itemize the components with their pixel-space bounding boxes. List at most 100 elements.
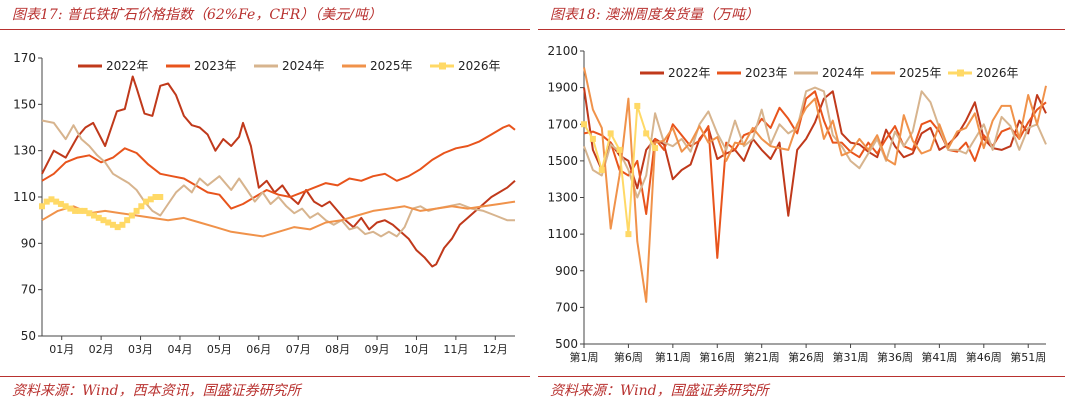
right-title-rule — [538, 29, 1065, 30]
iron-ore-price-panel: 图表17: 普氏铁矿石价格指数（62%Fe，CFR）（美元/吨） 50 70 90 1… — [0, 0, 530, 402]
left-source-note: 资料来源：Wind，西本资讯，国盛证券研究所 — [12, 383, 301, 399]
australia-shipment-chart: 500700900110013001500170019002100第1周 第6周第… — [547, 44, 1047, 364]
series-point — [119, 221, 126, 228]
legend-entry: 2024年 — [794, 66, 865, 80]
australia-shipment-panel: 图表18: 澳洲周度发货量（万吨） 500 700 900 1100 1300 1500 1… — [538, 0, 1065, 402]
legend-label: 2022年 — [668, 66, 711, 80]
series-line — [583, 67, 1047, 303]
series-point — [625, 231, 632, 238]
x-tick-label: 06月 — [246, 343, 271, 356]
series-point — [138, 203, 145, 210]
series-5 — [581, 102, 659, 238]
x-tick-label: 02月 — [89, 343, 114, 356]
legend-label: 2023年 — [745, 66, 788, 80]
series-line — [583, 87, 1047, 217]
right-chart-title: 图表18: 澳洲周度发货量（万吨） — [550, 7, 759, 23]
series-point — [589, 135, 596, 142]
x-tick-label: 第21周 — [744, 350, 780, 364]
series-1 — [41, 75, 516, 268]
series-point — [143, 198, 150, 205]
x-tick-label: 第46周 — [966, 350, 1002, 364]
series-4 — [41, 200, 516, 238]
legend-entry: 2025年 — [871, 66, 942, 80]
left-title-rule — [0, 29, 530, 30]
x-tick-label: 05月 — [207, 343, 232, 356]
x-tick-label: 01月 — [49, 343, 74, 356]
series-point — [643, 130, 650, 137]
left-chart-title: 图表17: 普氏铁矿石价格指数（62%Fe，CFR）（美元/吨） — [12, 7, 383, 23]
y-tick-label: 90 — [21, 236, 36, 250]
series-point — [152, 194, 159, 200]
series-point — [100, 217, 107, 224]
y-tick-label: 2100 — [547, 44, 578, 58]
legend-label: 2025年 — [899, 66, 942, 80]
y-tick-label: 1100 — [547, 227, 578, 241]
x-tick-label: 第1周 — [570, 350, 599, 364]
y-tick-label: 700 — [555, 300, 578, 314]
y-tick-label: 1700 — [547, 117, 578, 131]
left-source-rule — [0, 376, 530, 377]
x-tick-label: 第16周 — [699, 350, 735, 364]
legend-entry: 2022年 — [78, 59, 149, 73]
legend-entry: 2022年 — [640, 66, 711, 80]
legend-label: 2025年 — [370, 59, 413, 73]
series-point — [76, 207, 83, 214]
series-point — [634, 102, 641, 109]
y-tick-label: 170 — [13, 51, 36, 65]
y-tick-label: 1500 — [547, 154, 578, 168]
series-point — [652, 145, 659, 152]
series-3 — [583, 86, 1047, 199]
series-point — [57, 200, 64, 207]
legend-label: 2023年 — [194, 59, 237, 73]
x-tick-label: 第51周 — [1010, 350, 1046, 364]
series-point — [598, 167, 605, 174]
x-tick-label: 03月 — [128, 343, 153, 356]
series-point — [81, 207, 88, 214]
legend-entry: 2023年 — [166, 59, 237, 73]
legend-label: 2026年 — [458, 59, 501, 73]
y-tick-label: 150 — [13, 97, 36, 111]
x-tick-label: 12月 — [483, 343, 508, 356]
series-point — [157, 194, 164, 200]
series-line — [41, 75, 516, 268]
series-5 — [39, 194, 164, 231]
iron-ore-price-chart: 50 70 90 110 130 150 170 01月 02月 03月 04月 05月 06月 07月 0… — [13, 51, 516, 356]
legend-marker — [957, 69, 964, 77]
x-tick-label: 09月 — [365, 343, 390, 356]
y-tick-label: 50 — [21, 329, 36, 343]
x-tick-label: 第31周 — [833, 350, 869, 364]
legend-marker — [439, 62, 446, 70]
legend-label: 2026年 — [976, 66, 1019, 80]
series-point — [124, 217, 131, 224]
x-tick-label: 08月 — [325, 343, 350, 356]
series-point — [147, 196, 154, 203]
series-point — [109, 221, 116, 228]
y-tick-label: 110 — [13, 190, 36, 204]
x-tick-label: 07月 — [286, 343, 311, 356]
series-point — [72, 207, 79, 214]
series-point — [616, 146, 623, 153]
series-line — [41, 124, 516, 210]
legend-label: 2024年 — [822, 66, 865, 80]
legend-entry: 2024年 — [254, 59, 325, 73]
legend-entry: 2026年 — [948, 66, 1019, 80]
x-tick-label: 第36周 — [877, 350, 913, 364]
x-tick-label: 第6周 — [614, 350, 643, 364]
series-line — [583, 86, 1047, 199]
x-tick-label: 第41周 — [921, 350, 957, 364]
series-point — [62, 203, 69, 210]
series-point — [48, 196, 55, 203]
series-point — [581, 121, 587, 128]
series-point — [105, 219, 112, 226]
x-tick-label: 04月 — [167, 343, 192, 356]
legend-label: 2022年 — [106, 59, 149, 73]
series-point — [43, 198, 50, 205]
series-line — [41, 200, 516, 238]
y-tick-label: 1300 — [547, 191, 578, 205]
right-source-note: 资料来源：Wind，国盛证券研究所 — [550, 383, 769, 399]
legend-entry: 2023年 — [717, 66, 788, 80]
legend-label: 2024年 — [282, 59, 325, 73]
series-3 — [41, 119, 515, 238]
series-point — [53, 198, 60, 205]
y-tick-label: 70 — [21, 283, 36, 297]
